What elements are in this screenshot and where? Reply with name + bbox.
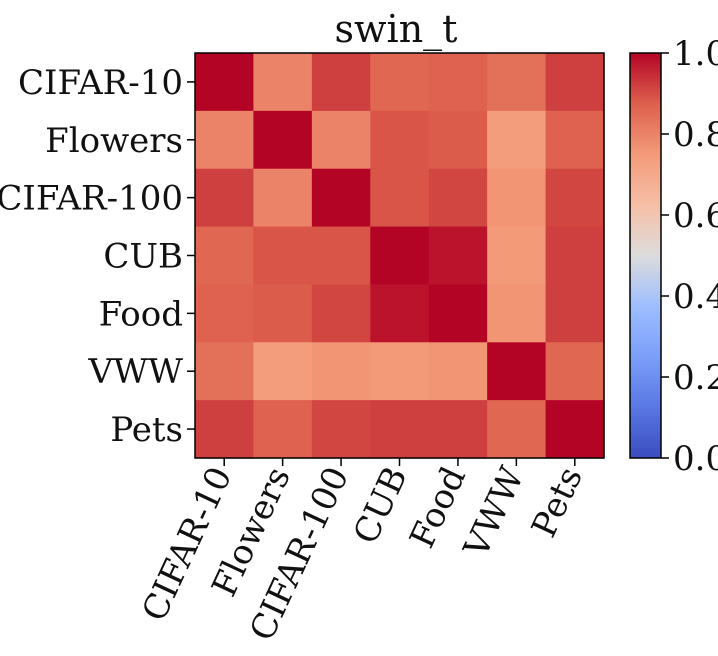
colorbar-tick-label: 0.6 bbox=[673, 196, 718, 236]
heatmap-cell bbox=[487, 168, 547, 228]
heatmap-cell bbox=[487, 400, 547, 459]
colorbar-scale bbox=[629, 52, 662, 459]
heatmap-cell bbox=[545, 284, 605, 343]
heatmap-cell bbox=[253, 400, 313, 459]
heatmap-cell bbox=[370, 226, 430, 286]
heatmap-cell bbox=[253, 226, 313, 286]
heatmap-cell bbox=[545, 226, 605, 286]
heatmap-cell bbox=[195, 168, 255, 228]
heatmap-cell bbox=[195, 226, 255, 286]
y-tick-label: CIFAR-100 bbox=[0, 179, 183, 219]
heatmap-cell bbox=[428, 226, 488, 286]
colorbar-tick-label: 0.0 bbox=[673, 439, 718, 479]
heatmap-cell bbox=[370, 400, 430, 459]
heatmap-cell bbox=[253, 168, 313, 228]
colorbar-tick-label: 0.2 bbox=[673, 358, 718, 398]
heatmap-cell bbox=[545, 53, 605, 112]
heatmap-cell bbox=[487, 53, 547, 112]
colorbar: 0.0 0.2 0.4 0.6 0.8 1.0 bbox=[629, 34, 718, 479]
heatmap-cell bbox=[195, 53, 255, 112]
heatmap-cell bbox=[545, 400, 605, 459]
heatmap-cell bbox=[370, 168, 430, 228]
heatmap-cells bbox=[195, 53, 605, 459]
y-axis-tick-labels: CIFAR-10 Flowers CIFAR-100 CUB Food VWW Pets bbox=[0, 63, 195, 450]
y-tick-label: VWW bbox=[88, 352, 184, 392]
heatmap-cell bbox=[311, 342, 371, 401]
heatmap-cell bbox=[311, 53, 371, 112]
y-tick-label: Food bbox=[99, 294, 183, 334]
heatmap-cell bbox=[253, 53, 313, 112]
heatmap-cell bbox=[428, 284, 488, 343]
heatmap-cell bbox=[545, 342, 605, 401]
plot-border bbox=[194, 52, 605, 459]
heatmap-cell bbox=[428, 53, 488, 112]
heatmap-cell bbox=[195, 342, 255, 401]
y-tick-label: CIFAR-10 bbox=[18, 63, 183, 103]
heatmap-cell bbox=[428, 110, 488, 170]
heatmap-cell bbox=[545, 110, 605, 170]
heatmap-cell bbox=[311, 284, 371, 343]
heatmap-cell bbox=[487, 342, 547, 401]
heatmap-cell bbox=[370, 284, 430, 343]
colorbar-tick-label: 0.8 bbox=[673, 115, 718, 155]
heatmap-cell bbox=[487, 284, 547, 343]
heatmap-cell bbox=[253, 284, 313, 343]
heatmap-cell bbox=[545, 168, 605, 228]
heatmap-cell bbox=[428, 342, 488, 401]
heatmap-cell bbox=[311, 168, 371, 228]
chart-title: swin_t bbox=[335, 7, 458, 52]
heatmap-cell bbox=[487, 110, 547, 170]
x-tick-label: Pets bbox=[524, 461, 591, 544]
colorbar-tick-label: 0.4 bbox=[673, 277, 718, 317]
heatmap-cell bbox=[311, 226, 371, 286]
heatmap-cell bbox=[253, 110, 313, 170]
heatmap-cell bbox=[428, 168, 488, 228]
heatmap-cell bbox=[370, 342, 430, 401]
heatmap-cell bbox=[195, 110, 255, 170]
y-tick-label: Flowers bbox=[45, 121, 183, 161]
heatmap-cell bbox=[195, 284, 255, 343]
heatmap-cell bbox=[311, 400, 371, 459]
colorbar-tick-label: 1.0 bbox=[673, 34, 718, 74]
heatmap-cell bbox=[195, 400, 255, 459]
heatmap-cell bbox=[253, 342, 313, 401]
heatmap-cell bbox=[370, 110, 430, 170]
colorbar-ticks: 0.0 0.2 0.4 0.6 0.8 1.0 bbox=[661, 34, 718, 479]
y-tick-label: CUB bbox=[103, 237, 183, 277]
heatmap-cell bbox=[370, 53, 430, 112]
plot-frame bbox=[194, 52, 605, 459]
y-tick-label: Pets bbox=[110, 410, 183, 450]
heatmap-cell bbox=[428, 400, 488, 459]
heatmap-cell bbox=[311, 110, 371, 170]
heatmap-cell bbox=[487, 226, 547, 286]
